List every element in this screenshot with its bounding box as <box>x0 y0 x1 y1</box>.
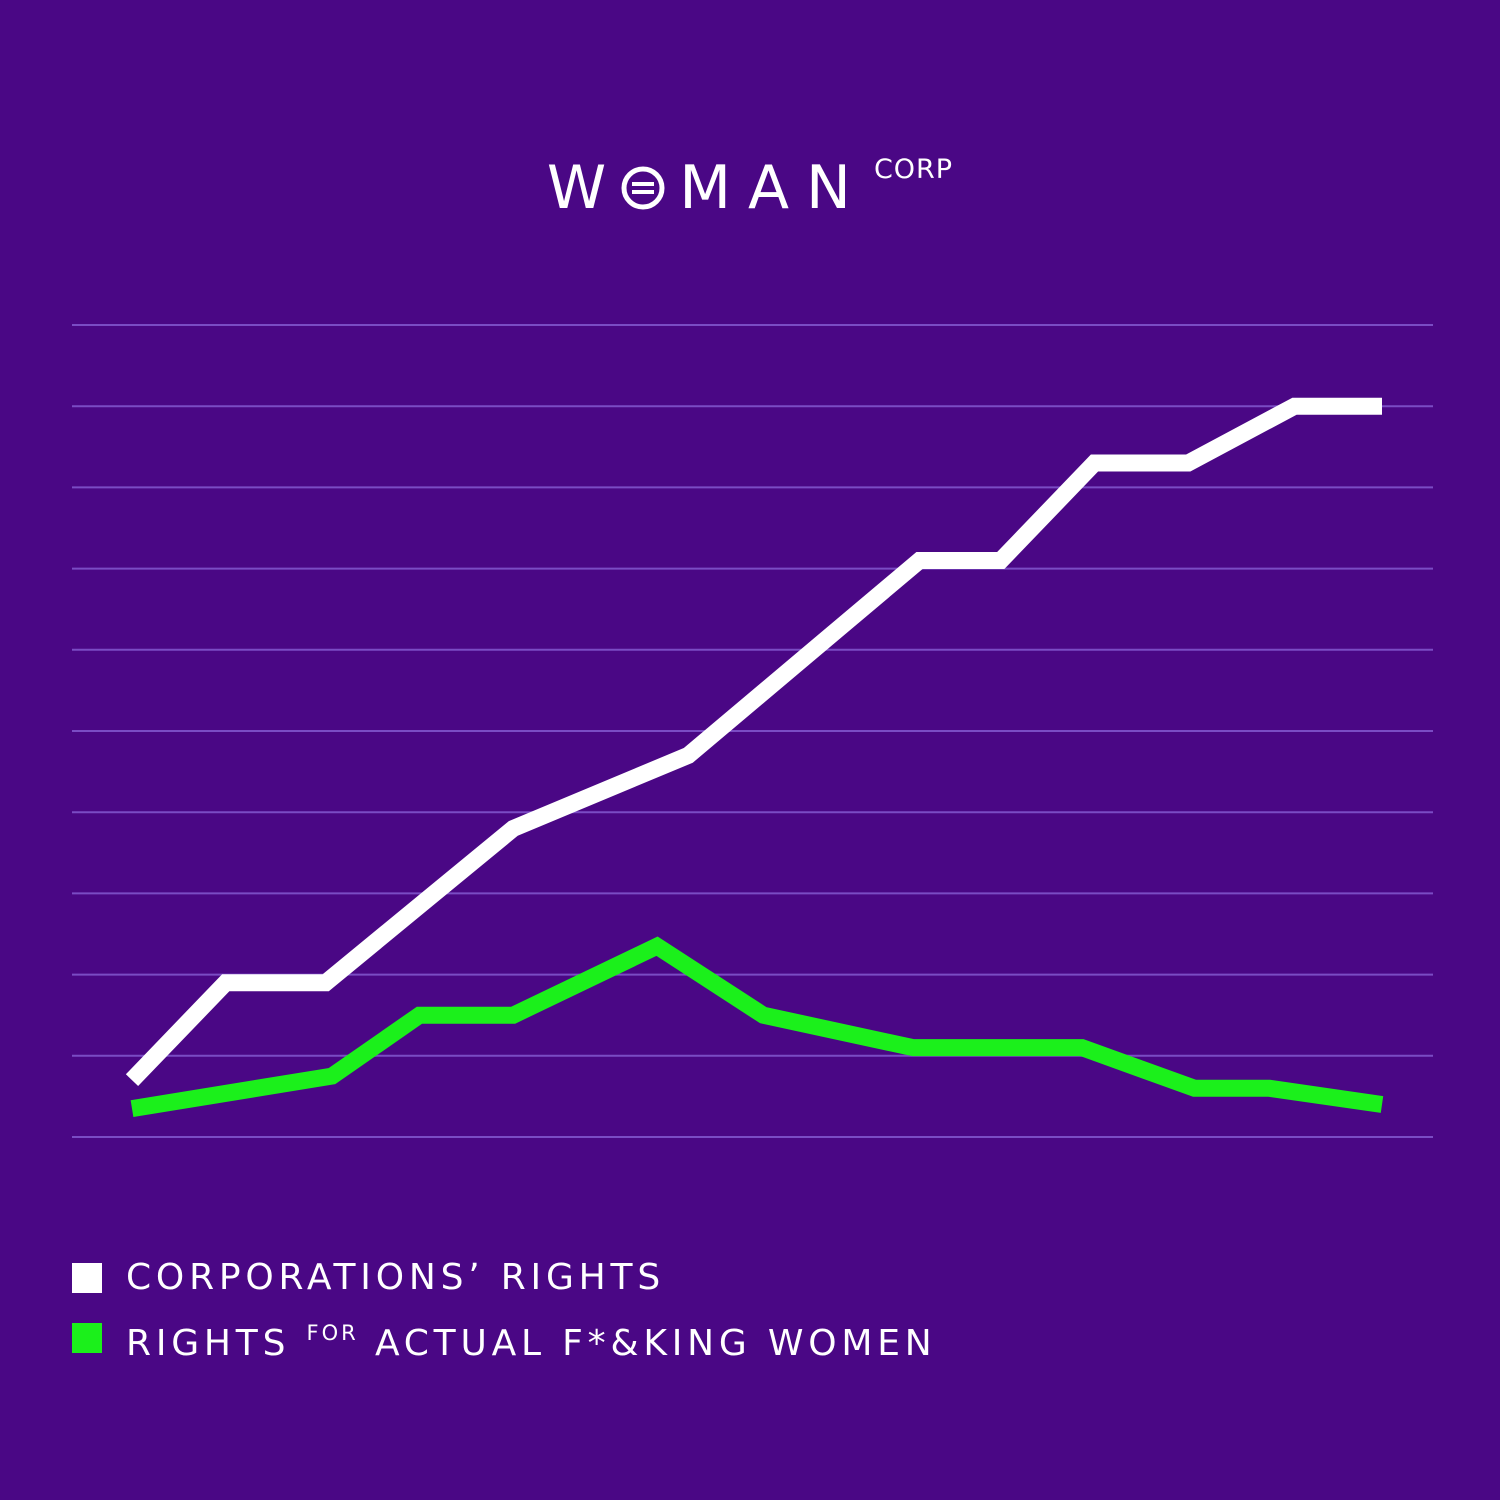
legend-label-women: RIGHTS FOR ACTUAL F*&KING WOMEN <box>126 1313 937 1364</box>
logo-letters-man: MAN <box>679 153 868 223</box>
legend-label-women-sup: FOR <box>306 1320 359 1345</box>
legend-item-corporations: CORPORATIONS’ RIGHTS <box>72 1258 937 1298</box>
series-line-women <box>130 936 1384 1117</box>
series-line-corporations <box>125 397 1382 1087</box>
legend-label-women-part2: ACTUAL F*&KING WOMEN <box>374 1322 937 1364</box>
legend-label-women-part1: RIGHTS <box>126 1322 291 1364</box>
logo-superscript: CORP <box>873 154 954 185</box>
chart-grid <box>72 324 1433 1138</box>
logo-wordmark: W MAN <box>547 150 868 226</box>
legend-label-corporations: CORPORATIONS’ RIGHTS <box>126 1257 665 1298</box>
legend-swatch-women <box>72 1323 102 1353</box>
legend-item-women: RIGHTS FOR ACTUAL F*&KING WOMEN <box>72 1318 937 1363</box>
legend-swatch-corporations <box>72 1263 102 1293</box>
logo-o-icon <box>621 166 665 210</box>
brand-logo: W MAN CORP <box>0 150 1500 226</box>
logo-letter-w: W <box>546 153 624 223</box>
chart-legend: CORPORATIONS’ RIGHTS RIGHTS FOR ACTUAL F… <box>72 1258 937 1378</box>
chart-series <box>125 397 1384 1117</box>
